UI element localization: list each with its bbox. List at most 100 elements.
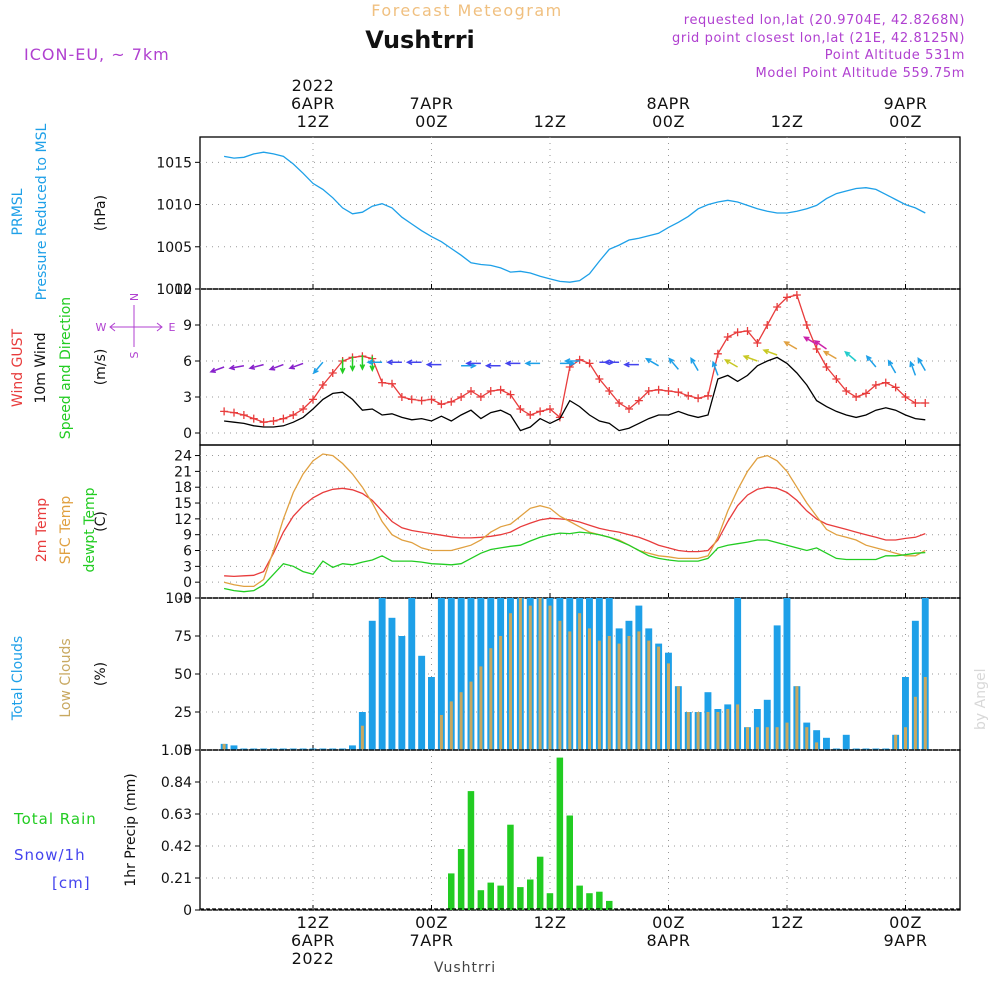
- clouds-ylabel: (%): [93, 662, 109, 686]
- low-cloud-bar: [449, 701, 453, 750]
- gust-marker: [792, 291, 801, 299]
- total-cloud-bar: [862, 748, 870, 750]
- total-cloud-bar: [773, 625, 781, 750]
- gust-marker: [812, 345, 821, 353]
- total-cloud-bar: [921, 598, 929, 750]
- temperature-ytick-label: 24: [174, 449, 192, 465]
- low-cloud-bar: [222, 743, 226, 750]
- total-cloud-bar: [260, 748, 268, 750]
- gust-marker: [427, 395, 436, 404]
- clouds-ytick-label: 25: [174, 705, 192, 721]
- compass-north: N: [128, 293, 141, 301]
- meteogram-title: Forecast Meteogram: [371, 1, 562, 20]
- panel-wind: 0 3 6 9 12 (m/s) Wind GUST 10m Wind Speed and Di…: [10, 282, 961, 446]
- gust-marker: [230, 408, 238, 417]
- low-cloud-bar: [568, 631, 572, 750]
- wind-direction-arrow: [484, 362, 501, 369]
- wind-frame: [199, 288, 961, 446]
- clouds-ytick-label: 100: [165, 591, 192, 607]
- low-cloud-bar: [607, 636, 611, 750]
- low-cloud-bar: [904, 727, 907, 750]
- low-cloud-bar: [499, 636, 503, 750]
- gust-marker: [644, 387, 653, 395]
- wind-ytick-label: 6: [183, 354, 192, 370]
- wind-direction-arrow: [742, 354, 758, 362]
- clouds-series-label: Total Clouds: [10, 636, 26, 721]
- temperature-ytick-label: 15: [174, 496, 192, 512]
- series-line-2m-temp: [224, 486, 926, 578]
- bottom-time-axis-label: 12Z: [297, 913, 330, 932]
- total-cloud-bar: [378, 598, 386, 750]
- rain-bar: [457, 849, 465, 910]
- temperature-ytick-label: 21: [174, 464, 192, 480]
- wind-ytick-label: 9: [183, 318, 192, 334]
- gust-marker: [486, 387, 495, 395]
- low-cloud-bar: [617, 643, 621, 750]
- pressure-ylabel: (hPa): [93, 195, 109, 231]
- gust-marker: [832, 375, 841, 383]
- wind-direction-arrow: [762, 348, 778, 356]
- total-cloud-bar: [279, 748, 287, 750]
- low-cloud-bar: [469, 681, 473, 750]
- gust-marker: [842, 387, 851, 395]
- low-cloud-bar: [657, 646, 661, 750]
- precip-series-label: [cm]: [52, 874, 91, 892]
- wind-direction-arrow: [563, 358, 580, 364]
- rain-bar: [556, 757, 564, 910]
- total-cloud-bar: [240, 748, 248, 750]
- temperature-series-label: dewpt Temp: [82, 487, 98, 572]
- total-cloud-bar: [329, 748, 337, 750]
- location-name: Vushtrri: [365, 26, 475, 54]
- wind-direction-arrow: [711, 360, 719, 376]
- gust-marker: [259, 418, 268, 427]
- panel-clouds: 0 25 50 75 100 (%) Total Clouds Low Clouds: [10, 591, 961, 759]
- temperature-series-label: SFC Temp: [58, 496, 74, 565]
- bottom-time-axis-label: 00Z: [415, 913, 448, 932]
- low-cloud-bar: [597, 640, 601, 750]
- gust-marker: [249, 414, 258, 423]
- top-time-label: 7APR: [410, 94, 454, 113]
- total-cloud-bar: [457, 598, 465, 750]
- clouds-series-label: Low Clouds: [58, 638, 74, 717]
- wind-direction-arrow: [369, 356, 376, 372]
- compass-south: S: [128, 351, 141, 358]
- rain-bar: [467, 791, 475, 910]
- wind-series-label: 10m Wind: [33, 332, 49, 403]
- gust-marker: [239, 411, 248, 419]
- wind-direction-arrow: [603, 359, 620, 366]
- wind-direction-arrow: [248, 363, 264, 370]
- compass-east: E: [169, 321, 176, 334]
- wind-direction-arrow: [405, 359, 422, 366]
- temperature-ytick-label: 18: [174, 480, 192, 496]
- temperature-ytick-label: 12: [174, 512, 192, 528]
- gust-marker: [871, 381, 880, 389]
- precip-series-label: Total Rain: [13, 810, 97, 828]
- wind-ytick-label: 3: [183, 390, 192, 406]
- wind-ytick-label: 0: [183, 426, 192, 442]
- bottom-time-axis-label: 12Z: [771, 913, 804, 932]
- top-time-label: 12Z: [297, 112, 330, 131]
- rain-bar: [606, 900, 613, 910]
- total-cloud-bar: [823, 737, 830, 750]
- wind-direction-arrow: [783, 341, 798, 350]
- model-label: ICON-EU, ~ 7km: [24, 45, 170, 64]
- total-cloud-bar: [398, 636, 406, 750]
- rain-bar: [507, 824, 514, 910]
- low-cloud-bar: [509, 613, 512, 750]
- temperature-ytick-label: 3: [183, 559, 192, 575]
- top-time-label: 2022: [292, 76, 335, 95]
- gust-marker: [674, 388, 683, 397]
- rain-bar: [517, 887, 524, 910]
- wind-direction-arrow: [723, 359, 738, 368]
- gust-marker: [447, 397, 456, 406]
- gust-marker: [269, 417, 278, 425]
- low-cloud-bar: [518, 598, 522, 750]
- grid-point-coordinates: grid point closest lon,lat (21E, 42.8125…: [672, 31, 965, 46]
- bottom-time-axis-label: 7APR: [410, 931, 454, 950]
- precip-ytick-label: 0: [183, 903, 192, 919]
- low-cloud-bar: [647, 640, 651, 750]
